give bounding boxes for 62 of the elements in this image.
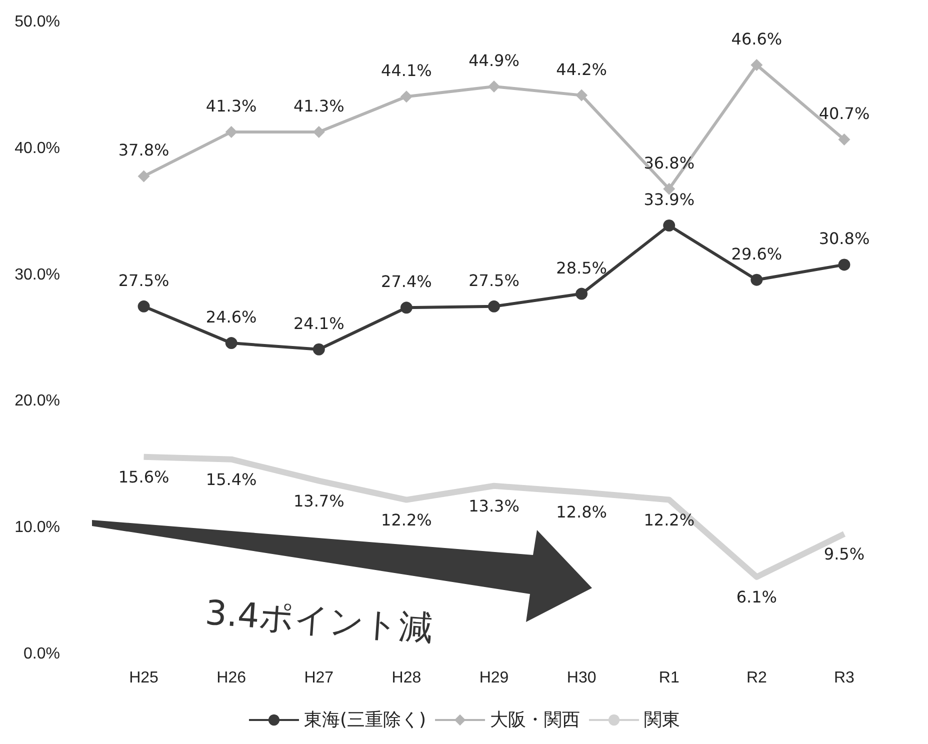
data-label: 33.9%	[644, 190, 695, 210]
data-label: 27.5%	[468, 270, 520, 290]
x-tick-label: H26	[216, 670, 246, 686]
x-tick-label: H25	[129, 670, 159, 686]
point	[138, 170, 150, 182]
x-tick-label: H30	[566, 670, 596, 686]
x-tick-label: R1	[658, 670, 680, 686]
data-label: 15.4%	[206, 470, 257, 489]
point	[488, 300, 500, 312]
x-tick-label: R3	[834, 670, 855, 686]
data-label: 13.7%	[293, 491, 344, 510]
y-tick-label: 40.0%	[14, 140, 60, 157]
data-label: 44.1%	[381, 61, 432, 80]
legend-label: 東海(三重除く)	[304, 710, 426, 730]
legend-label: 関東	[644, 710, 680, 730]
y-tick-label: 0.0%	[24, 646, 60, 662]
data-label: 24.1%	[293, 314, 344, 333]
data-label: 30.8%	[818, 229, 870, 248]
data-label: 28.5%	[556, 258, 607, 278]
point	[225, 337, 238, 350]
data-label: 9.5%	[824, 544, 865, 564]
data-label: 12.2%	[644, 510, 695, 530]
data-label: 12.8%	[556, 502, 607, 522]
data-label: 44.2%	[556, 60, 607, 79]
x-tick-label: R2	[746, 670, 767, 686]
legend-label: 大阪・関西	[490, 710, 580, 730]
data-label: 46.6%	[731, 29, 782, 48]
x-tick-label: H27	[304, 670, 334, 686]
point	[838, 134, 850, 146]
point	[312, 343, 325, 356]
data-label: 15.6%	[118, 467, 170, 486]
data-label: 29.6%	[731, 244, 782, 264]
data-label: 27.4%	[381, 272, 432, 292]
data-label: 27.5%	[118, 270, 170, 290]
x-tick-label: H28	[392, 670, 422, 686]
data-label: 40.7%	[818, 104, 870, 124]
data-label: 24.6%	[206, 308, 257, 327]
point	[138, 300, 150, 312]
data-label: 36.8%	[644, 153, 695, 172]
point	[838, 258, 850, 271]
data-label: 44.9%	[468, 50, 520, 70]
point	[225, 126, 238, 138]
annotation: 3.4ポイント減	[204, 592, 434, 651]
point	[400, 90, 412, 103]
y-tick-label: 20.0%	[14, 392, 60, 410]
data-label: 41.3%	[206, 96, 257, 116]
y-tick-label: 10.0%	[14, 519, 60, 536]
y-tick-label: 50.0%	[14, 14, 60, 30]
x-tick-label: H29	[479, 670, 509, 686]
point	[663, 220, 676, 232]
data-label: 37.8%	[118, 140, 170, 160]
data-label: 13.3%	[468, 496, 520, 516]
y-tick-label: 30.0%	[14, 266, 60, 284]
point	[400, 302, 412, 314]
point	[750, 274, 763, 286]
point	[488, 80, 500, 92]
data-label: 12.2%	[381, 510, 432, 530]
data-label: 41.3%	[293, 96, 344, 116]
point	[576, 89, 588, 102]
point	[750, 58, 763, 71]
point	[576, 288, 588, 300]
data-label: 6.1%	[736, 587, 777, 606]
